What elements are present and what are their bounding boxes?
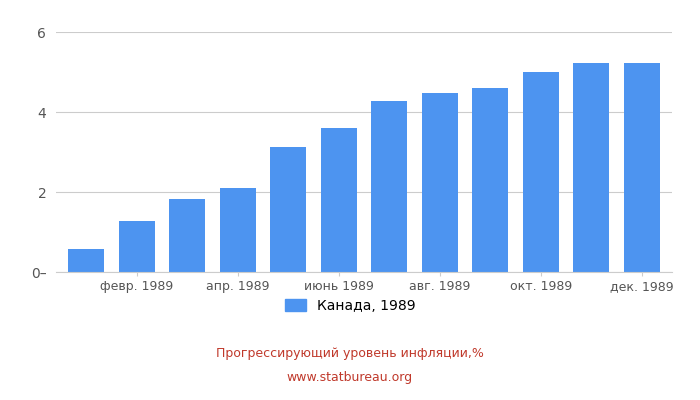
Bar bbox=[321, 128, 357, 272]
Legend: Канада, 1989: Канада, 1989 bbox=[285, 299, 415, 313]
Bar bbox=[573, 63, 610, 272]
Bar bbox=[169, 199, 206, 272]
Text: Прогрессирующий уровень инфляции,%: Прогрессирующий уровень инфляции,% bbox=[216, 348, 484, 360]
Bar bbox=[421, 93, 458, 272]
Bar bbox=[68, 249, 104, 272]
Bar bbox=[118, 221, 155, 272]
Bar bbox=[522, 72, 559, 272]
Text: www.statbureau.org: www.statbureau.org bbox=[287, 372, 413, 384]
Bar bbox=[220, 188, 256, 272]
Bar bbox=[371, 101, 407, 272]
Bar bbox=[624, 63, 660, 272]
Bar bbox=[270, 147, 307, 272]
Bar bbox=[472, 88, 508, 272]
